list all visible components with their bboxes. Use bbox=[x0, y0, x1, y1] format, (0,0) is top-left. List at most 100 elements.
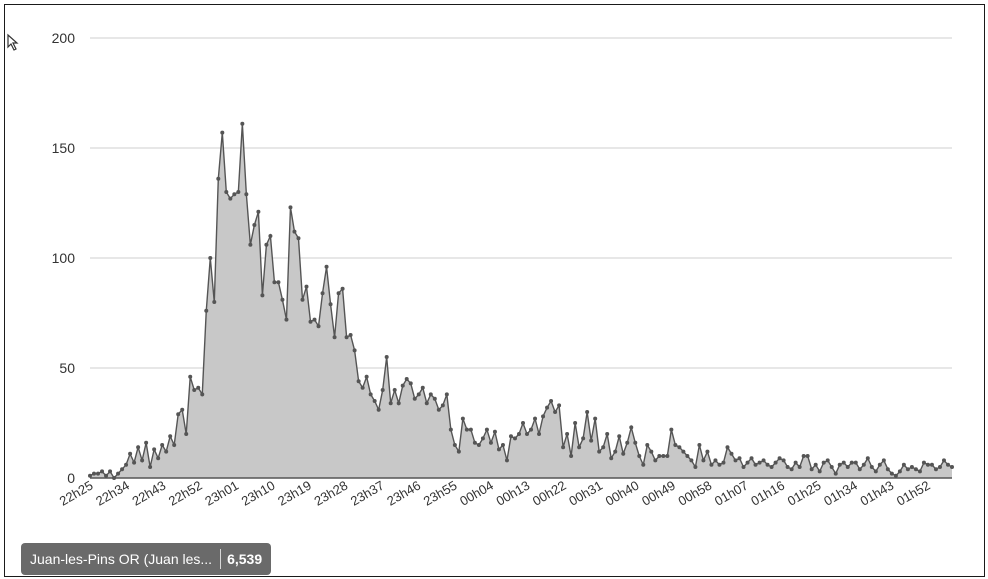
data-point[interactable] bbox=[821, 460, 826, 465]
data-point[interactable] bbox=[88, 473, 92, 478]
data-point[interactable] bbox=[857, 467, 862, 472]
data-point[interactable] bbox=[488, 440, 493, 445]
data-point[interactable] bbox=[460, 416, 465, 421]
data-point[interactable] bbox=[825, 458, 830, 463]
data-point[interactable] bbox=[693, 465, 698, 469]
data-point[interactable] bbox=[416, 392, 421, 397]
data-point[interactable] bbox=[368, 392, 373, 397]
data-point[interactable] bbox=[132, 460, 137, 465]
data-point[interactable] bbox=[344, 335, 349, 340]
data-point[interactable] bbox=[360, 385, 365, 390]
data-point[interactable] bbox=[645, 443, 650, 447]
data-point[interactable] bbox=[865, 456, 870, 461]
data-point[interactable] bbox=[140, 458, 145, 463]
data-point[interactable] bbox=[605, 432, 610, 436]
data-point[interactable] bbox=[649, 449, 654, 454]
data-point[interactable] bbox=[484, 427, 489, 432]
data-point[interactable] bbox=[464, 427, 469, 432]
data-point[interactable] bbox=[448, 427, 453, 432]
data-point[interactable] bbox=[685, 454, 690, 458]
data-point[interactable] bbox=[885, 467, 890, 472]
data-point[interactable] bbox=[517, 432, 521, 436]
data-point[interactable] bbox=[172, 443, 177, 447]
data-point[interactable] bbox=[160, 443, 165, 447]
data-point[interactable] bbox=[492, 429, 497, 434]
data-point[interactable] bbox=[589, 438, 594, 443]
data-point[interactable] bbox=[537, 432, 542, 436]
data-point[interactable] bbox=[845, 465, 850, 469]
data-point[interactable] bbox=[468, 427, 473, 432]
data-point[interactable] bbox=[797, 465, 802, 469]
data-point[interactable] bbox=[508, 434, 513, 439]
data-point[interactable] bbox=[525, 432, 530, 436]
data-point[interactable] bbox=[565, 432, 570, 436]
data-point[interactable] bbox=[801, 454, 806, 458]
data-point[interactable] bbox=[424, 401, 429, 406]
data-point[interactable] bbox=[945, 462, 950, 467]
data-point[interactable] bbox=[220, 130, 225, 135]
data-point[interactable] bbox=[244, 192, 249, 197]
data-point[interactable] bbox=[184, 432, 189, 436]
data-point[interactable] bbox=[500, 443, 505, 447]
data-point[interactable] bbox=[917, 469, 922, 474]
data-point[interactable] bbox=[252, 223, 257, 227]
data-point[interactable] bbox=[204, 308, 209, 313]
data-point[interactable] bbox=[248, 242, 253, 247]
data-point[interactable] bbox=[156, 456, 161, 461]
data-point[interactable] bbox=[925, 462, 930, 467]
data-point[interactable] bbox=[352, 348, 357, 353]
data-point[interactable] bbox=[573, 421, 578, 425]
data-point[interactable] bbox=[950, 465, 954, 469]
data-point[interactable] bbox=[553, 410, 558, 414]
data-point[interactable] bbox=[272, 280, 277, 285]
data-point[interactable] bbox=[941, 458, 946, 463]
data-point[interactable] bbox=[861, 462, 866, 467]
data-point[interactable] bbox=[729, 451, 734, 456]
data-point[interactable] bbox=[176, 412, 181, 417]
data-point[interactable] bbox=[476, 443, 481, 447]
data-point[interactable] bbox=[669, 427, 674, 432]
data-point[interactable] bbox=[909, 465, 914, 469]
data-point[interactable] bbox=[745, 460, 750, 465]
data-point[interactable] bbox=[833, 471, 838, 476]
data-point[interactable] bbox=[404, 377, 409, 381]
data-point[interactable] bbox=[769, 465, 774, 469]
data-point[interactable] bbox=[436, 407, 441, 412]
data-point[interactable] bbox=[144, 440, 149, 445]
data-point[interactable] bbox=[312, 317, 317, 322]
data-point[interactable] bbox=[621, 451, 626, 456]
data-point[interactable] bbox=[472, 440, 477, 445]
data-point[interactable] bbox=[284, 317, 289, 322]
data-point[interactable] bbox=[609, 456, 614, 461]
data-point[interactable] bbox=[765, 462, 770, 467]
data-point[interactable] bbox=[504, 458, 509, 463]
data-point[interactable] bbox=[757, 460, 762, 465]
data-point[interactable] bbox=[324, 264, 329, 269]
data-point[interactable] bbox=[533, 416, 538, 421]
data-point[interactable] bbox=[781, 458, 786, 463]
data-point[interactable] bbox=[613, 449, 618, 454]
data-point[interactable] bbox=[128, 451, 133, 456]
data-point[interactable] bbox=[881, 458, 886, 463]
data-point[interactable] bbox=[320, 291, 325, 296]
data-point[interactable] bbox=[817, 469, 822, 474]
data-point[interactable] bbox=[921, 460, 926, 465]
data-point[interactable] bbox=[677, 445, 682, 450]
data-point[interactable] bbox=[849, 460, 854, 465]
data-point[interactable] bbox=[296, 236, 301, 241]
data-point[interactable] bbox=[152, 447, 157, 452]
data-point[interactable] bbox=[124, 462, 129, 467]
data-point[interactable] bbox=[180, 407, 185, 412]
data-point[interactable] bbox=[256, 209, 261, 214]
data-point[interactable] bbox=[276, 280, 281, 285]
data-point[interactable] bbox=[561, 445, 566, 450]
data-point[interactable] bbox=[933, 467, 938, 472]
data-point[interactable] bbox=[260, 293, 265, 298]
data-point[interactable] bbox=[601, 445, 606, 450]
data-point[interactable] bbox=[408, 381, 413, 386]
data-point[interactable] bbox=[376, 407, 381, 412]
data-point[interactable] bbox=[521, 421, 525, 425]
data-point[interactable] bbox=[577, 445, 582, 450]
data-point[interactable] bbox=[617, 434, 622, 439]
data-point[interactable] bbox=[168, 434, 173, 439]
